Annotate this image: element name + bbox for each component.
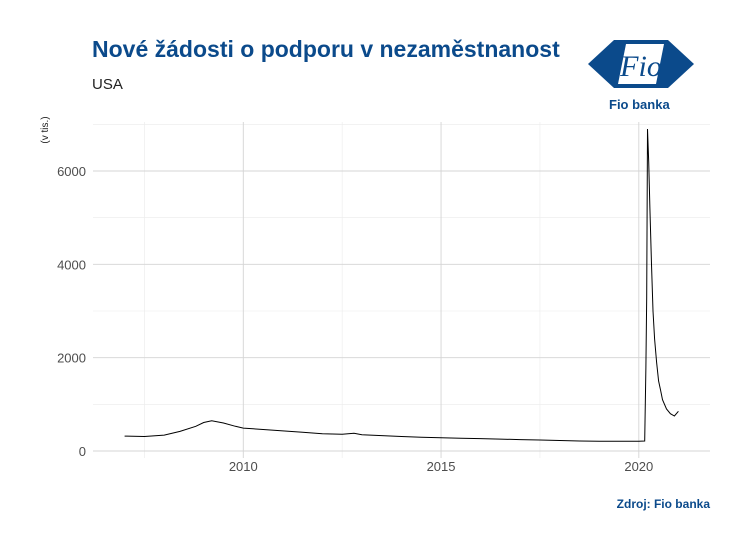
chart-title: Nové žádosti o podporu v nezaměstnanost: [92, 36, 560, 62]
y-axis-label: (v tis.): [40, 116, 51, 143]
y-tick-label: 6000: [57, 164, 86, 179]
fio-logo-icon: Fio: [588, 40, 694, 88]
y-tick-label: 0: [79, 444, 86, 459]
y-axis-ticks: 0 2000 4000 6000: [57, 164, 86, 459]
logo-label: Fio banka: [609, 97, 670, 112]
x-tick-label: 2020: [624, 459, 653, 474]
grid: [93, 122, 710, 458]
logo-monogram: Fio: [619, 50, 662, 83]
series-line: [124, 128, 679, 442]
y-tick-label: 4000: [57, 257, 86, 272]
x-tick-label: 2010: [229, 459, 258, 474]
x-tick-label: 2015: [427, 459, 456, 474]
source-note: Zdroj: Fio banka: [616, 497, 710, 511]
y-tick-label: 2000: [57, 351, 86, 366]
x-axis-ticks: 2010 2015 2020: [229, 459, 653, 474]
chart-subtitle: USA: [92, 76, 123, 93]
